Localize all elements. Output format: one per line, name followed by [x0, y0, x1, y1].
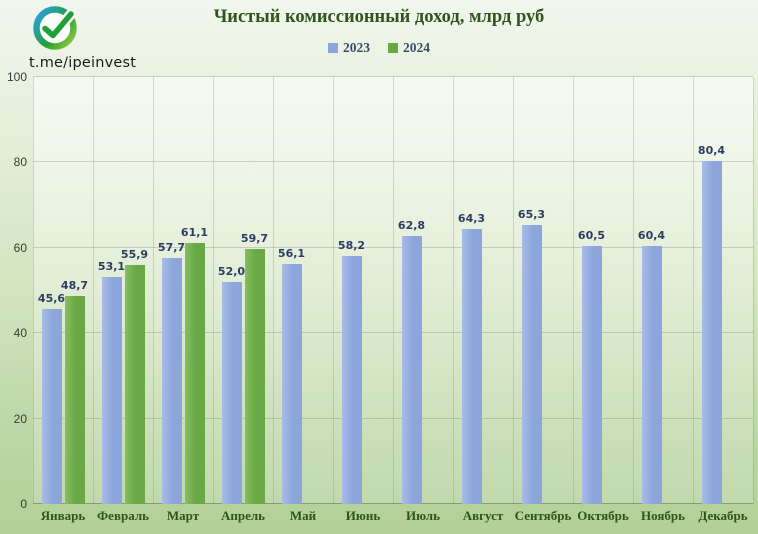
bar-2023: 52,0: [218, 265, 245, 504]
x-tick-label: Июнь: [345, 508, 381, 523]
grid-line-horizontal: [33, 417, 753, 419]
grid-line-vertical: [633, 77, 634, 504]
x-tick-label: Сентябрь: [514, 508, 572, 523]
bar-value-label: 55,9: [120, 248, 149, 262]
month-group-2: 53,1 55,9: [93, 77, 153, 504]
bar-value-label: 62,8: [397, 218, 426, 232]
x-tick-label: Август: [462, 508, 504, 523]
bar-2024: 48,7: [61, 279, 88, 504]
bar-value-label: 60,5: [577, 228, 606, 242]
legend-swatch-2023: [328, 43, 338, 53]
bar-2023: 53,1: [98, 260, 125, 504]
chart-title: Чистый комиссионный доход, млрд руб: [213, 7, 545, 27]
grid-line-vertical: [573, 77, 574, 504]
month-group-5: 56,1: [273, 77, 333, 504]
bar-value-label: 52,0: [217, 264, 246, 278]
month-group-11: 60,4: [633, 77, 693, 504]
legend-item-2023: 2023: [328, 40, 370, 56]
x-tick-label: Май: [289, 508, 317, 523]
grid-line-vertical: [153, 77, 154, 504]
y-tick-label: 0: [20, 497, 27, 511]
bar-2024: 55,9: [121, 248, 148, 504]
bar-value-label: 60,4: [637, 229, 666, 243]
bar-2024: 59,7: [241, 232, 268, 504]
bar-2023: 45,6: [38, 292, 65, 504]
bar-2023: 56,1: [278, 247, 305, 504]
legend-item-2024: 2024: [388, 40, 430, 56]
bar-2023: 60,4: [638, 229, 665, 504]
grid-line-vertical: [753, 77, 754, 504]
grid-line-vertical: [273, 77, 274, 504]
month-group-6: 58,2: [333, 77, 393, 504]
y-tick-label: 80: [13, 155, 27, 170]
x-tick-label: Декабрь: [698, 508, 748, 523]
sber-logo: [30, 2, 80, 52]
x-tick-label: Март: [166, 508, 200, 523]
grid-line-vertical: [513, 77, 514, 504]
legend-label: 2024: [403, 40, 430, 55]
bar-2023: 62,8: [398, 219, 425, 504]
bar-value-label: 57,7: [157, 240, 186, 254]
grid-line-horizontal: [33, 246, 753, 248]
x-tick-label: Апрель: [220, 508, 266, 523]
x-tick-label: Июль: [406, 508, 440, 523]
month-group-9: 65,3: [513, 77, 573, 504]
month-group-8: 64,3: [453, 77, 513, 504]
bar-2023: 57,7: [158, 241, 185, 504]
bar-2023: 80,4: [698, 144, 725, 504]
bar-2023: 60,5: [578, 229, 605, 504]
bar-groups: 45,6 48,7 53,1 55,9 57,7 61,1 52,0 59,7 56,1 58,2…: [33, 77, 753, 504]
y-axis-labels: 0 20 40 60 80 100: [0, 70, 27, 511]
grid-line-vertical: [453, 77, 454, 504]
bar-2023: 65,3: [518, 208, 545, 504]
x-axis-line: [33, 503, 753, 504]
x-tick-label: Октябрь: [577, 508, 629, 523]
y-tick-label: 20: [13, 411, 27, 426]
x-tick-label: Ноябрь: [640, 508, 685, 523]
grid-line-vertical: [213, 77, 214, 504]
grid-line-vertical: [693, 77, 694, 504]
grid-line-vertical: [333, 77, 334, 504]
grid-line-vertical: [393, 77, 394, 504]
bar-value-label: 80,4: [697, 143, 726, 157]
month-group-3: 57,7 61,1: [153, 77, 213, 504]
bar-value-label: 58,2: [337, 238, 366, 252]
legend: 2023 2024: [0, 40, 758, 56]
x-axis-labels: Январь Февраль Март Апрель Май Июнь Июль Август…: [33, 508, 753, 524]
bar-value-label: 56,1: [277, 247, 306, 261]
sber-logo-icon: [33, 6, 77, 50]
bar-value-label: 61,1: [180, 226, 209, 240]
y-tick-label: 100: [6, 70, 27, 84]
bar-2023: 64,3: [458, 212, 485, 504]
legend-label: 2023: [343, 40, 370, 55]
bar-2024: 61,1: [181, 226, 208, 504]
bar-value-label: 48,7: [60, 279, 89, 293]
month-group-12: 80,4: [693, 77, 753, 504]
x-tick-label: Январь: [40, 508, 86, 523]
month-group-10: 60,5: [573, 77, 633, 504]
x-tick-label: Февраль: [97, 508, 149, 523]
grid-line-vertical: [33, 77, 34, 504]
month-group-4: 52,0 59,7: [213, 77, 273, 504]
legend-swatch-2024: [388, 43, 398, 53]
grid-line-vertical: [93, 77, 94, 504]
bar-value-label: 53,1: [97, 260, 126, 274]
month-group-7: 62,8: [393, 77, 453, 504]
bar-value-label: 64,3: [457, 212, 486, 226]
grid-line-horizontal: [33, 161, 753, 163]
bar-value-label: 59,7: [240, 232, 269, 246]
y-tick-label: 60: [13, 240, 27, 255]
bar-value-label: 45,6: [37, 292, 66, 306]
y-tick-label: 40: [13, 326, 27, 341]
grid-line-horizontal: [33, 332, 753, 334]
plot-area: 45,6 48,7 53,1 55,9 57,7 61,1 52,0 59,7 56,1 58,2…: [33, 76, 754, 504]
watermark-link: t.me/ipeinvest: [29, 55, 137, 71]
bar-2023: 58,2: [338, 239, 365, 504]
month-group-1: 45,6 48,7: [33, 77, 93, 504]
bar-value-label: 65,3: [517, 208, 546, 222]
grid-line-horizontal: [33, 76, 753, 77]
